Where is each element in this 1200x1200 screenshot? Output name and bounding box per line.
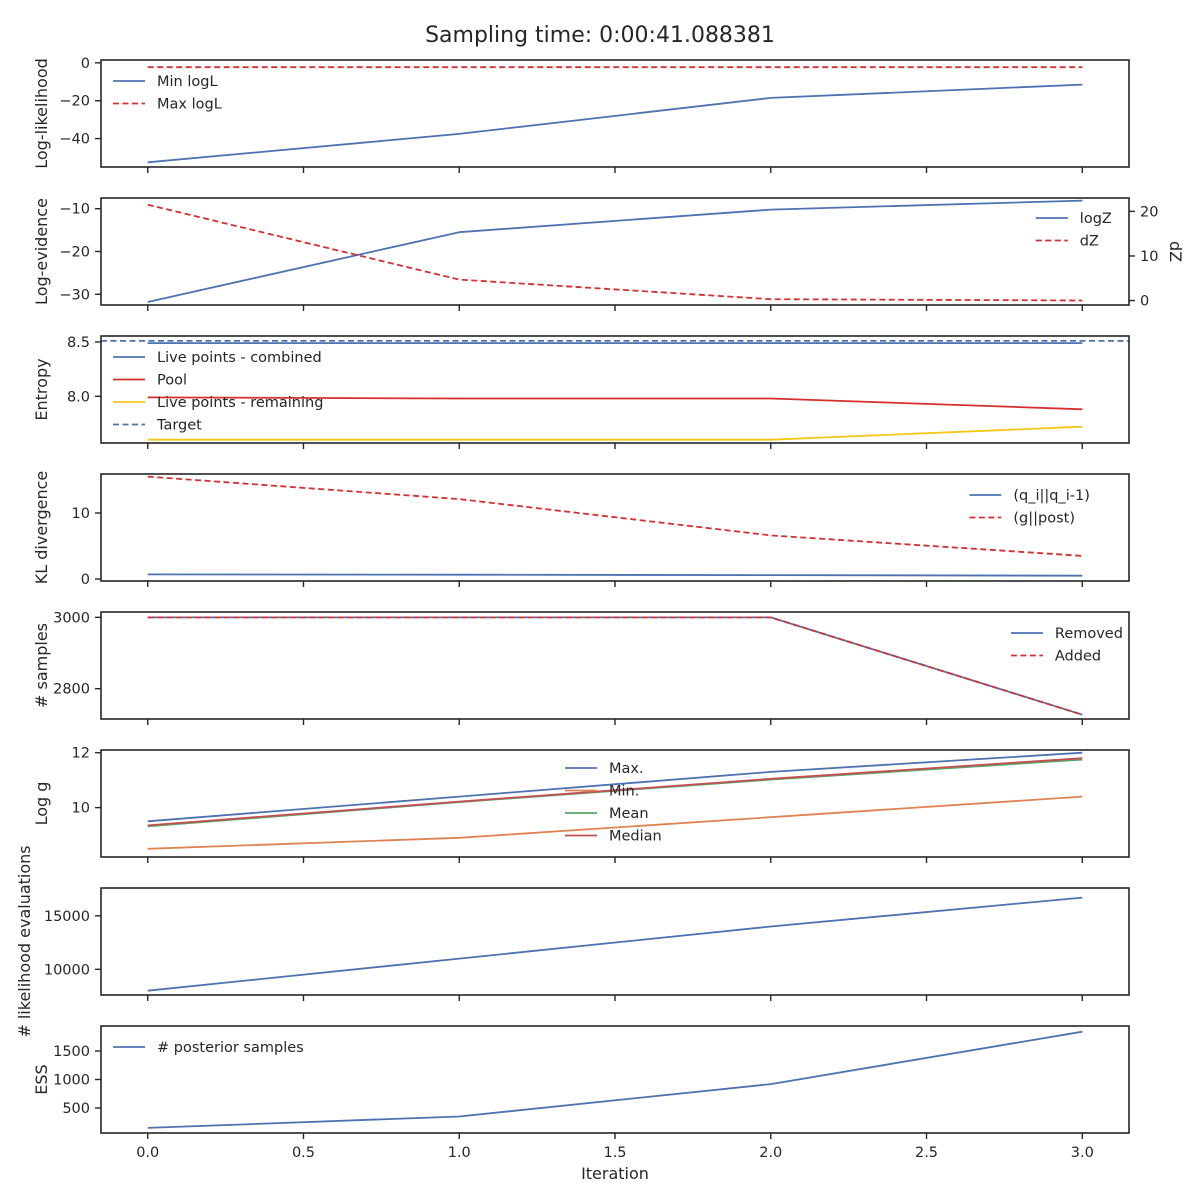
- series-line-min-logl: [147, 83, 1083, 164]
- y-tick-label: 1500: [53, 1044, 90, 1060]
- y-axis-label: ESS: [32, 1064, 51, 1094]
- legend-label: Mean: [609, 806, 649, 822]
- series-line-logz: [147, 199, 1083, 303]
- legend: Max. Min. Mean Median: [565, 761, 662, 845]
- x-tick-label: 0.0: [136, 1145, 159, 1161]
- legend: logZ dZ: [1035, 211, 1112, 250]
- y-tick-label: −30: [59, 287, 90, 303]
- y-tick-label: 10: [72, 801, 90, 817]
- y-tick-label: 500: [62, 1101, 90, 1117]
- subplot-7: 15000 10000 # likelihood evaluations: [15, 845, 1130, 1038]
- x-tick-label: 1.5: [603, 1145, 626, 1161]
- legend-label: Max logL: [157, 97, 222, 113]
- series-line-median: [147, 757, 1083, 827]
- y2-tick-label: 10: [1140, 249, 1158, 265]
- series-line-q-i-q-i-1: [147, 573, 1083, 577]
- y-tick-label: −20: [59, 245, 90, 261]
- y2-axis-label: dZ: [1166, 241, 1185, 262]
- legend-label: Min logL: [157, 74, 218, 90]
- x-tick-label: 3.0: [1071, 1145, 1094, 1161]
- y-tick-label: 8.0: [67, 389, 90, 405]
- legend: # posterior samples: [113, 1040, 304, 1056]
- y-tick-label: 10000: [44, 962, 90, 978]
- legend: Live points - combined Pool Live points - …: [113, 350, 323, 434]
- y2-tick-label: 0: [1140, 294, 1149, 310]
- x-axis-label: Iteration: [581, 1164, 649, 1183]
- axes-frame: [100, 611, 1130, 720]
- y-tick-label: 10: [72, 506, 90, 522]
- subplot-5: 3000 2800# samples Removed Added: [32, 610, 1130, 725]
- series-group: [147, 616, 1083, 716]
- series-line-max: [147, 751, 1083, 823]
- y-tick-label: 2800: [53, 682, 90, 698]
- y-axis-label: # likelihood evaluations: [15, 845, 34, 1037]
- series-group: [147, 475, 1083, 577]
- legend-label: Median: [609, 829, 662, 845]
- legend-label: logZ: [1080, 211, 1112, 227]
- legend-label: Max.: [609, 761, 644, 777]
- legend-label: Removed: [1055, 626, 1123, 642]
- y-axis-label: KL divergence: [32, 471, 51, 584]
- series-group: [147, 199, 1083, 303]
- series-group: [101, 339, 1129, 441]
- subplot-1: 0 −20 −40 Log-likelihood Min logL Max logL: [32, 56, 1130, 173]
- axes-frame: [100, 473, 1130, 582]
- axes-frame: [100, 59, 1130, 168]
- subplot-2: −10 −20 −30 20 10 0 dZ Log-evidence logZ dZ: [32, 197, 1185, 311]
- y2-tick-label: 20: [1140, 204, 1158, 220]
- legend-label: Min.: [609, 784, 639, 800]
- subplot-6: 12 10 Log g Max. Min. Mean Median: [32, 746, 1130, 863]
- legend-label: Live points - remaining: [157, 395, 323, 411]
- legend: Removed Added: [1010, 626, 1123, 665]
- y-axis-label: Log g: [32, 782, 51, 826]
- figure-title: Sampling time: 0:00:41.088381: [425, 23, 775, 48]
- series-line-min: [147, 795, 1083, 850]
- series-line-g-post: [147, 475, 1083, 557]
- legend-label: Live points - combined: [157, 350, 322, 366]
- subplot-8: 1500 1000 500 0.0 0.5 1.0 1.5 2.0 2.5 3.0 ESS # pos…: [32, 1025, 1130, 1161]
- legend-label: (g||post): [1013, 511, 1075, 527]
- legend-label: # posterior samples: [157, 1040, 304, 1056]
- series-group: [147, 896, 1083, 992]
- legend-label: Pool: [157, 373, 187, 389]
- y-tick-label: −40: [59, 132, 90, 148]
- legend-label: Target: [156, 418, 202, 434]
- y-tick-label: −20: [59, 94, 90, 110]
- legend: Min logL Max logL: [113, 74, 222, 113]
- y-tick-label: 15000: [44, 909, 90, 925]
- y-tick-label: 3000: [53, 610, 90, 626]
- y-tick-label: −10: [59, 202, 90, 218]
- legend: (q_i||q_i-1) (g||post): [969, 488, 1090, 527]
- y-axis-label: Log-evidence: [32, 198, 51, 305]
- series-group: [147, 1030, 1083, 1129]
- y-tick-label: 0: [81, 56, 90, 72]
- x-tick-label: 1.0: [448, 1145, 471, 1161]
- x-tick-label: 0.5: [292, 1145, 315, 1161]
- legend-label: (q_i||q_i-1): [1013, 488, 1090, 504]
- legend-label: Added: [1055, 649, 1101, 665]
- series-line-posterior-samples: [147, 1030, 1083, 1129]
- subplots: 0 −20 −40 Log-likelihood Min logL Max logL −10…: [15, 56, 1185, 1161]
- y-tick-label: 8.5: [67, 335, 90, 351]
- subplot-4: 10 0 KL divergence (q_i||q_i-1) (g||post): [32, 471, 1130, 588]
- y-tick-label: 1000: [53, 1073, 90, 1089]
- x-tick-label: 2.5: [915, 1145, 938, 1161]
- series-line-pool: [147, 396, 1083, 411]
- series-line-removed: [147, 616, 1083, 716]
- legend-label: dZ: [1080, 234, 1099, 250]
- series-group: [147, 66, 1083, 164]
- y-tick-label: 12: [72, 746, 90, 762]
- y-axis-label: Entropy: [32, 358, 51, 420]
- series-group: [147, 751, 1083, 850]
- series-line-dz: [147, 203, 1083, 302]
- series-line-live-points-remaining: [147, 425, 1083, 441]
- x-tick-label: 2.0: [759, 1145, 782, 1161]
- y-axis-label: Log-likelihood: [32, 58, 51, 169]
- y-axis-label: # samples: [32, 623, 51, 708]
- y-tick-label: 0: [81, 572, 90, 588]
- series-line-added: [147, 616, 1083, 716]
- series-line-line-0: [147, 896, 1083, 992]
